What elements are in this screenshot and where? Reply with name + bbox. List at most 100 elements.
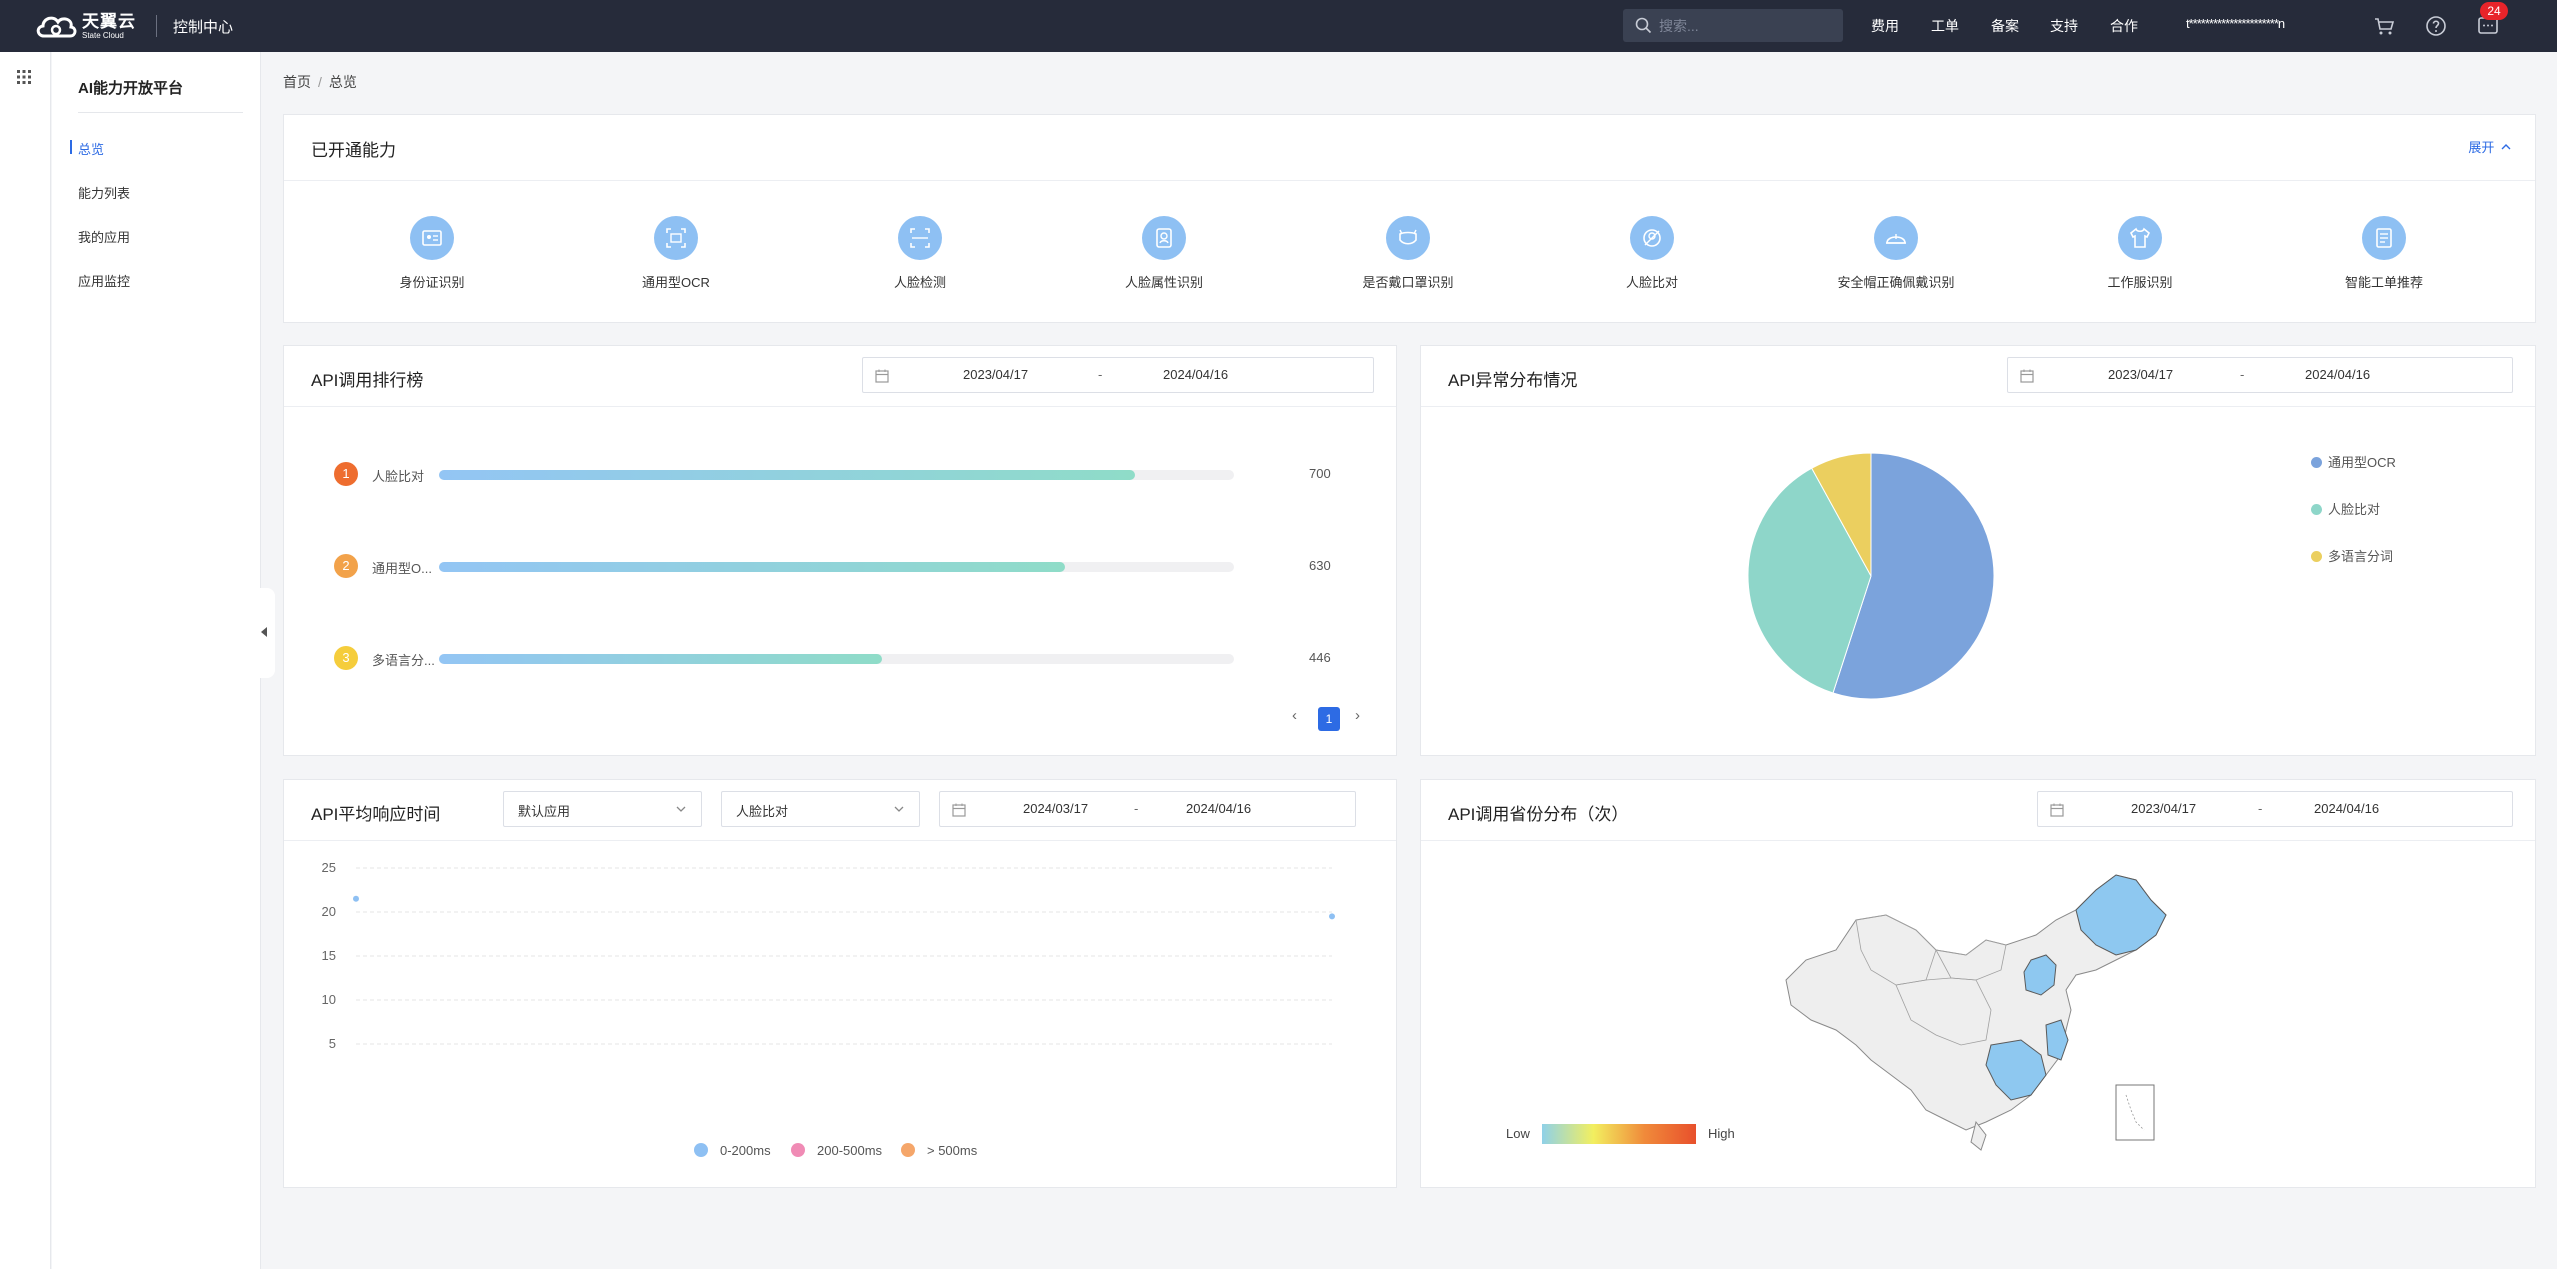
sidebar-item-overview[interactable]: 总览: [69, 139, 104, 158]
province-heilongjiang[interactable]: [2075, 874, 2167, 956]
capability-label: 身份证识别: [399, 275, 465, 290]
data-point[interactable]: [1329, 913, 1335, 920]
pie-slice[interactable]: [1811, 452, 1872, 577]
ranking-title: API调用排行榜: [311, 371, 424, 390]
search-input[interactable]: [1659, 9, 1839, 42]
current-page[interactable]: 1: [1318, 707, 1340, 731]
nav-support[interactable]: 支持: [2050, 18, 2078, 34]
pie-legend-item[interactable]: 通用型OCR: [2311, 452, 2396, 471]
data-point[interactable]: [353, 895, 359, 902]
date-start[interactable]: 2023/04/17: [963, 367, 1029, 382]
chevron-up-icon: [2501, 144, 2511, 150]
y-tick-label: 15: [322, 948, 336, 963]
capability-label: 安全帽正确佩戴识别: [1837, 275, 1955, 290]
sidebar-collapse-toggle[interactable]: [255, 588, 275, 678]
id-card-icon: [422, 230, 442, 246]
legend-label: 多语言分词: [2328, 549, 2394, 564]
capability-label: 是否戴口罩识别: [1362, 275, 1454, 290]
province-hebei[interactable]: [2023, 954, 2057, 996]
capability-item[interactable]: 身份证识别: [332, 216, 532, 291]
sidebar-item-my-apps[interactable]: 我的应用: [78, 230, 131, 245]
search-box[interactable]: [1623, 9, 1843, 42]
calendar-icon: [2050, 803, 2064, 817]
face-attr-icon: [1156, 228, 1172, 248]
rank-bar-fill: [439, 654, 883, 664]
app-rail: [0, 52, 51, 1269]
face-compare-icon: [1643, 229, 1661, 247]
calendar-icon: [875, 369, 889, 383]
search-icon: [1635, 17, 1652, 34]
rank-bar-track: [439, 562, 1234, 572]
account-name[interactable]: t**********************n: [2186, 16, 2285, 31]
sidebar-item-monitoring[interactable]: 应用监控: [78, 274, 131, 289]
capability-icon-circle: [1142, 216, 1186, 260]
ranking-row: 2 通用型O... 630: [334, 554, 1331, 578]
y-tick-label: 25: [322, 860, 336, 875]
rank-value: 630: [1309, 558, 1331, 573]
date-start[interactable]: 2024/03/17: [1023, 801, 1089, 816]
south-sea-inset: [2115, 1084, 2155, 1141]
province-date-range[interactable]: 2023/04/17 - 2024/04/16: [2037, 791, 2513, 827]
pie-legend-item[interactable]: 多语言分词: [2311, 546, 2393, 565]
console-title[interactable]: 控制中心: [173, 19, 234, 36]
date-separator: -: [1134, 801, 1139, 816]
capability-item[interactable]: 通用型OCR: [576, 216, 776, 291]
breadcrumb-current: 总览: [328, 74, 357, 90]
capability-item[interactable]: 安全帽正确佩戴识别: [1796, 216, 1996, 291]
province-hunan-jiangxi[interactable]: [1985, 1039, 2047, 1101]
sidebar-item-capabilities[interactable]: 能力列表: [78, 186, 131, 201]
hainan-island: [1970, 1120, 1987, 1151]
pie-slice[interactable]: [1832, 452, 1995, 700]
capability-item[interactable]: 人脸属性识别: [1064, 216, 1264, 291]
pie-legend-item[interactable]: 人脸比对: [2311, 499, 2380, 518]
legend-label: 0-200ms: [720, 1143, 771, 1158]
card-header: API平均响应时间 默认应用 人脸比对 2024/03/17 - 2024/04…: [284, 780, 1396, 841]
date-end[interactable]: 2024/04/16: [1186, 801, 1252, 816]
nav-filing[interactable]: 备案: [1991, 18, 2019, 34]
next-page-icon[interactable]: ›: [1355, 707, 1360, 724]
help-icon[interactable]: [2424, 14, 2448, 38]
calendar-icon: [2020, 369, 2034, 383]
capability-item[interactable]: 人脸检测: [820, 216, 1020, 291]
response-date-range[interactable]: 2024/03/17 - 2024/04/16: [939, 791, 1356, 827]
date-end[interactable]: 2024/04/16: [2314, 801, 2380, 816]
app-select[interactable]: 默认应用: [503, 791, 702, 827]
rank-number: 1: [334, 462, 358, 486]
capability-item[interactable]: 人脸比对: [1552, 216, 1752, 291]
pie-slice[interactable]: [1747, 467, 1872, 694]
mask-icon: [1399, 229, 1417, 245]
ranking-date-range[interactable]: 2023/04/17 - 2024/04/16: [862, 357, 1374, 393]
province-jiangsu[interactable]: [2045, 1019, 2069, 1061]
breadcrumb-home[interactable]: 首页: [283, 74, 311, 90]
date-start[interactable]: 2023/04/17: [2131, 801, 2197, 816]
capability-icon-circle: [1386, 216, 1430, 260]
brand-name: 天翼云: [82, 11, 136, 31]
expand-button[interactable]: 展开: [2468, 137, 2511, 156]
date-end[interactable]: 2024/04/16: [2305, 367, 2371, 382]
line-legend-item[interactable]: > 500ms: [901, 1143, 977, 1158]
nav-tickets[interactable]: 工单: [1931, 18, 1959, 34]
nav-partner[interactable]: 合作: [2110, 18, 2138, 34]
chevron-down-icon: [676, 806, 686, 812]
anomaly-date-range[interactable]: 2023/04/17 - 2024/04/16: [2007, 357, 2513, 393]
brand-logo[interactable]: 天翼云 State Cloud: [34, 10, 136, 42]
ability-select[interactable]: 人脸比对: [721, 791, 920, 827]
rank-api-name: 多语言分...: [372, 653, 434, 668]
helmet-icon: [1886, 234, 1906, 244]
prev-page-icon[interactable]: ‹: [1292, 707, 1297, 724]
date-start[interactable]: 2023/04/17: [2108, 367, 2174, 382]
date-end[interactable]: 2024/04/16: [1163, 367, 1229, 382]
capability-item[interactable]: 智能工单推荐: [2284, 216, 2484, 291]
line-legend-item[interactable]: 0-200ms: [694, 1143, 771, 1158]
calendar-icon: [952, 803, 966, 817]
date-separator: -: [2240, 367, 2245, 382]
cart-icon[interactable]: [2372, 14, 2396, 38]
nav-fees[interactable]: 费用: [1871, 18, 1899, 34]
legend-label: 200-500ms: [817, 1143, 883, 1158]
rank-bar-track: [439, 470, 1234, 480]
line-legend-item[interactable]: 200-500ms: [791, 1143, 882, 1158]
cloud-logo-icon: [36, 16, 77, 38]
capability-item[interactable]: 工作服识别: [2040, 216, 2240, 291]
capability-item[interactable]: 是否戴口罩识别: [1308, 216, 1508, 291]
apps-grid-icon[interactable]: [16, 69, 32, 85]
